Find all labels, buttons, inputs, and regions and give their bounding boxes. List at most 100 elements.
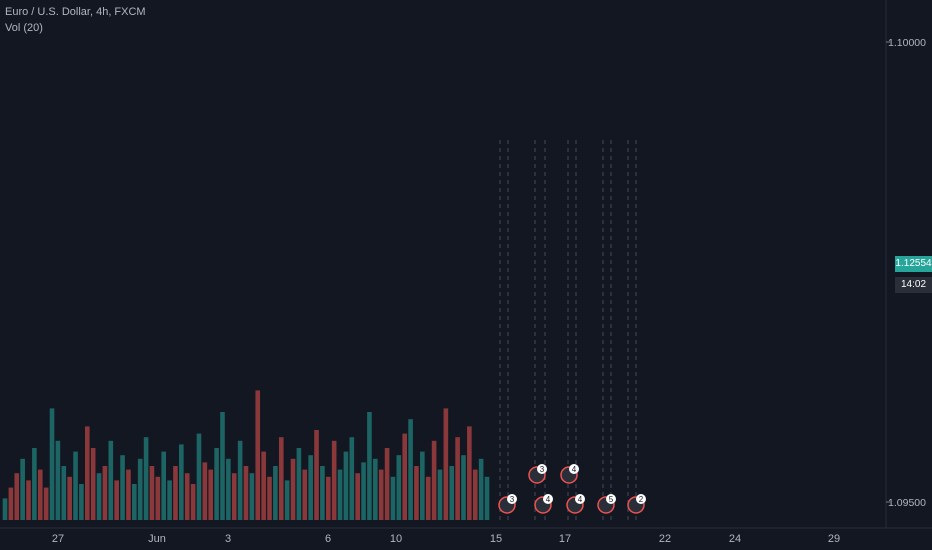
volume-bar-61	[361, 462, 366, 520]
volume-bar-21	[126, 469, 131, 520]
volume-indicator-label[interactable]: Vol (20)	[5, 22, 43, 34]
event-count-label-4: 4	[572, 465, 577, 474]
volume-bar-48	[284, 480, 290, 520]
volume-bar-47	[278, 437, 284, 520]
volume-bar-14	[84, 426, 90, 520]
volume-bar-27	[161, 451, 167, 520]
volume-bar-60	[355, 473, 360, 520]
x-tick-label-4: 10	[390, 533, 402, 545]
volume-bar-65	[384, 448, 390, 520]
volume-bar-63	[373, 458, 378, 520]
y-tick-label-12: 1.09500	[888, 497, 926, 509]
event-count-badge-3	[575, 494, 585, 504]
x-tick-label-6: 17	[559, 533, 571, 545]
volume-bar-19	[114, 480, 119, 520]
volume-bar-13	[79, 484, 84, 520]
countdown-tag: 14:02	[895, 277, 932, 293]
x-tick-label-8: 24	[729, 533, 741, 545]
volume-bar-12	[73, 451, 78, 520]
volume-bar-31	[184, 473, 190, 520]
event-count-label-3: 4	[578, 495, 583, 504]
volume-bar-66	[390, 476, 396, 520]
event-count-badge-5	[606, 494, 616, 504]
volume-bar-79	[467, 426, 472, 520]
volume-bar-41	[243, 466, 249, 520]
volume-bar-54	[320, 466, 325, 520]
current-price-tag: 1.12554	[895, 256, 932, 272]
volume-bar-71	[420, 451, 425, 520]
volume-bar-6	[37, 469, 43, 520]
event-count-label-1: 4	[546, 495, 551, 504]
volume-bar-40	[237, 440, 243, 520]
volume-bar-25	[149, 466, 155, 520]
event-count-label-5: 5	[609, 495, 614, 504]
volume-bar-57	[337, 469, 343, 520]
volume-bar-30	[179, 444, 184, 520]
volume-bar-1	[8, 487, 14, 520]
volume-bar-24	[143, 437, 149, 520]
event-count-badge-6	[636, 494, 646, 504]
volume-bar-46	[273, 466, 278, 520]
volume-bar-5	[32, 448, 37, 520]
volume-bar-77	[455, 437, 460, 520]
volume-bar-28	[167, 480, 172, 520]
volume-bar-4	[26, 480, 31, 520]
volume-bar-74	[437, 469, 443, 520]
volume-bar-38	[226, 458, 231, 520]
volume-bar-8	[49, 408, 55, 520]
volume-bar-82	[484, 476, 490, 520]
volume-bar-51	[302, 469, 308, 520]
volume-bar-26	[155, 476, 161, 520]
volume-bar-73	[431, 440, 437, 520]
volume-bar-49	[290, 458, 296, 520]
event-count-label-0: 3	[510, 495, 515, 504]
volume-bar-29	[173, 466, 178, 520]
x-tick-label-1: Jun	[148, 533, 166, 545]
x-tick-label-0: 27	[52, 533, 64, 545]
volume-bar-33	[196, 433, 202, 520]
volume-bar-64	[378, 469, 384, 520]
volume-bar-22	[132, 484, 137, 520]
event-count-label-6: 2	[639, 495, 644, 504]
volume-bar-11	[67, 476, 72, 520]
volume-bar-39	[231, 473, 237, 520]
volume-bar-36	[214, 448, 219, 520]
volume-bar-80	[472, 469, 478, 520]
x-tick-label-9: 29	[828, 533, 840, 545]
volume-bar-58	[343, 451, 349, 520]
volume-bar-81	[478, 458, 484, 520]
volume-bar-2	[14, 473, 20, 520]
volume-bar-35	[208, 469, 214, 520]
volume-bar-76	[449, 466, 455, 520]
volume-bar-52	[308, 455, 313, 520]
chart-legend: Euro / U.S. Dollar, 4h, FXCM Vol (20)	[5, 4, 146, 36]
volume-bar-42	[249, 473, 255, 520]
volume-bar-0	[2, 498, 8, 520]
x-tick-label-2: 3	[225, 533, 231, 545]
volume-bar-34	[202, 462, 208, 520]
volume-bar-62	[367, 412, 372, 520]
volume-bar-37	[220, 412, 225, 520]
volume-bar-43	[255, 390, 261, 520]
volume-bar-78	[461, 455, 466, 520]
event-count-label-2: 3	[540, 465, 545, 474]
volume-bar-72	[425, 476, 431, 520]
volume-bar-3	[20, 458, 25, 520]
volume-bar-67	[396, 455, 402, 520]
event-count-badge-1	[543, 494, 553, 504]
volume-bar-56	[331, 440, 337, 520]
volume-bar-45	[267, 476, 272, 520]
volume-bar-50	[296, 448, 302, 520]
symbol-title[interactable]: Euro / U.S. Dollar, 4h, FXCM	[5, 6, 146, 18]
volume-bar-68	[402, 433, 408, 520]
volume-bar-7	[43, 487, 49, 520]
volume-bar-17	[102, 466, 108, 520]
volume-bar-20	[120, 455, 125, 520]
volume-bar-18	[108, 440, 114, 520]
volume-bar-59	[349, 437, 355, 520]
volume-bar-69	[408, 419, 413, 520]
volume-bar-53	[314, 430, 319, 520]
volume-bar-44	[261, 451, 266, 520]
